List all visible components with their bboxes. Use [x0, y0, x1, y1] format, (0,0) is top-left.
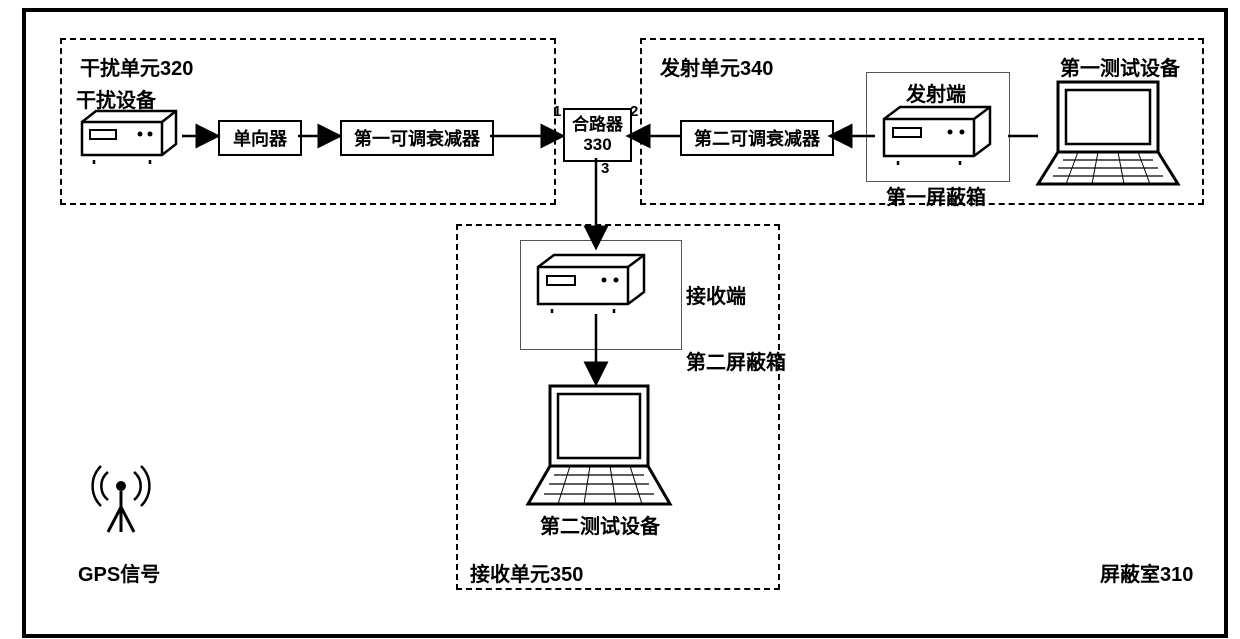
combiner-port-2: 2 [630, 103, 638, 120]
combiner-port-1: 1 [553, 103, 561, 120]
laptop-icon [518, 376, 676, 518]
attenuator2-label: 第二可调衰减器 [694, 125, 820, 151]
rx-label: 接收端 [686, 280, 746, 309]
shield1-label: 第一屏蔽箱 [886, 181, 986, 210]
transmit-unit-label: 发射单元340 [660, 52, 773, 81]
attenuator1-box: 第一可调衰减器 [340, 120, 494, 156]
combiner-box: 合路器 330 [563, 108, 632, 162]
combiner-port-3: 3 [601, 160, 609, 177]
combiner-label-top: 合路器 [572, 115, 623, 135]
isolator-label: 单向器 [233, 125, 287, 151]
isolator-box: 单向器 [218, 120, 302, 156]
attenuator2-box: 第二可调衰减器 [680, 120, 834, 156]
gps-label: GPS信号 [78, 558, 160, 587]
server-icon [878, 104, 996, 166]
server-icon [76, 108, 182, 166]
interference-unit-label: 干扰单元320 [80, 52, 193, 81]
tester2-label: 第二测试设备 [540, 510, 660, 539]
diagram-canvas: 干扰单元320 发射单元340 接收单元350 干扰设备 单向器 第一可调衰减器… [0, 0, 1240, 639]
laptop-icon [1028, 72, 1186, 196]
shield-room-label: 屏蔽室310 [1100, 558, 1193, 587]
antenna-icon [86, 462, 156, 542]
shield2-label: 第二屏蔽箱 [686, 346, 786, 375]
attenuator1-label: 第一可调衰减器 [354, 125, 480, 151]
server-icon [532, 252, 650, 314]
tx-label: 发射端 [906, 78, 966, 107]
combiner-label-bottom: 330 [583, 135, 611, 155]
receive-unit-label: 接收单元350 [470, 558, 583, 587]
